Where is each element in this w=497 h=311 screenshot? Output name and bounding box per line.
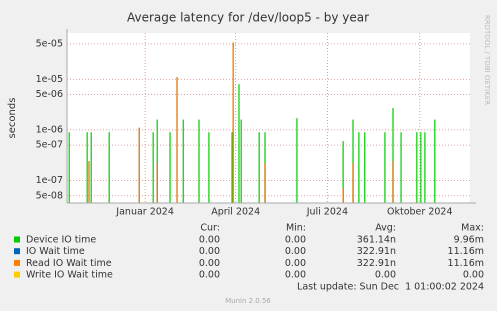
legend-header: Max: xyxy=(461,223,484,234)
legend-value: 322.91n xyxy=(357,258,396,269)
x-tick-label: Januar 2024 xyxy=(115,207,174,218)
y-tick-label: 5e-08 xyxy=(36,190,63,201)
y-tick-label: 5e-06 xyxy=(36,89,63,100)
x-tick-label: April 2024 xyxy=(211,207,260,218)
legend-value: 361.14n xyxy=(357,235,396,246)
legend-value: 0.00 xyxy=(375,270,396,281)
legend-swatch xyxy=(14,236,20,243)
legend-swatch xyxy=(14,271,20,278)
legend-value: 0.00 xyxy=(199,246,220,257)
legend-value: 11.16m xyxy=(448,246,484,257)
legend-header: Avg: xyxy=(375,223,396,234)
legend-value: 0.00 xyxy=(199,270,220,281)
legend-value: 0.00 xyxy=(199,258,220,269)
footer: Munin 2.0.56 xyxy=(225,297,271,305)
legend-swatch xyxy=(14,259,20,266)
legend-label: Device IO time xyxy=(26,235,96,246)
legend-value: 0.00 xyxy=(285,258,306,269)
plot-area xyxy=(67,33,470,203)
x-tick-label: Juli 2024 xyxy=(306,207,348,218)
legend-value: 11.16m xyxy=(448,258,484,269)
legend-label: IO Wait time xyxy=(26,246,85,257)
y-axis-label: seconds xyxy=(7,98,18,139)
last-update: Last update: Sun Dec 1 01:00:02 2024 xyxy=(297,282,484,293)
legend-value: 322.91n xyxy=(357,246,396,257)
legend-header: Cur: xyxy=(200,223,220,234)
legend-label: Read IO Wait time xyxy=(26,258,112,269)
legend-header: Min: xyxy=(286,223,306,234)
legend-value: 0.00 xyxy=(199,235,220,246)
legend-value: 0.00 xyxy=(463,270,484,281)
y-tick-label: 1e-05 xyxy=(36,74,63,85)
legend-label: Write IO Wait time xyxy=(26,270,113,281)
y-tick-label: 5e-07 xyxy=(36,140,63,151)
y-tick-label: 1e-07 xyxy=(36,175,63,186)
side-text: RRDTOOL / TOBI OETIKER xyxy=(483,15,491,105)
y-tick-label: 5e-05 xyxy=(36,38,63,49)
legend-value: 9.96m xyxy=(454,235,484,246)
legend-swatch xyxy=(14,248,20,255)
legend-value: 0.00 xyxy=(285,246,306,257)
y-tick-label: 1e-06 xyxy=(36,124,63,135)
x-tick-label: Oktober 2024 xyxy=(387,207,453,218)
legend-value: 0.00 xyxy=(285,270,306,281)
chart-title: Average latency for /dev/loop5 - by year xyxy=(127,11,369,25)
legend-value: 0.00 xyxy=(285,235,306,246)
